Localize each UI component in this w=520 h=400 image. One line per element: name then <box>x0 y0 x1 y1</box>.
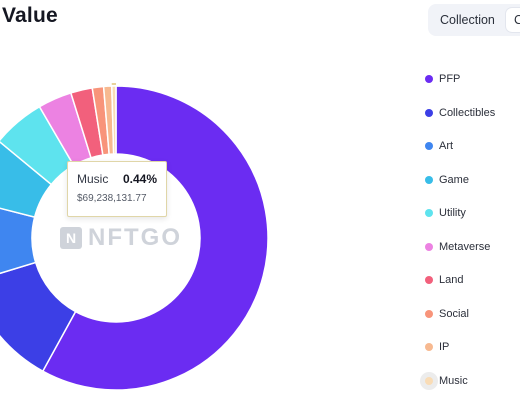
tooltip-percent: 0.44% <box>122 172 157 186</box>
nftgo-watermark: N NFTGO <box>60 224 182 252</box>
slice-art[interactable] <box>0 200 37 282</box>
legend-label: Collectibles <box>439 106 496 119</box>
legend-color-dot <box>425 343 433 351</box>
legend-label: Game <box>439 173 469 186</box>
legend-label: Utility <box>439 207 466 219</box>
legend-label: Social <box>439 307 469 320</box>
legend-label: Land <box>439 274 464 286</box>
slice-game[interactable] <box>0 141 53 219</box>
watermark-text: NFTGO <box>88 224 182 251</box>
legend-color-dot <box>425 142 433 150</box>
legend-label: Metaverse <box>439 240 491 253</box>
legend-label: PFP <box>439 73 461 85</box>
legend-color-dot <box>425 242 433 251</box>
tab-next[interactable]: C <box>506 8 520 32</box>
chart-tooltip: Music 0.44% $69,238,131.77 <box>67 161 167 217</box>
nftgo-logo-icon: N <box>60 227 82 249</box>
slice-pfp[interactable] <box>41 85 269 391</box>
slice-music[interactable] <box>111 85 117 155</box>
legend-label: IP <box>439 341 450 353</box>
legend-color-dot <box>425 309 433 318</box>
slice-collectibles[interactable] <box>0 261 77 373</box>
legend-color-dot <box>425 209 433 217</box>
legend-color-dot <box>425 376 433 385</box>
tooltip-category: Music <box>77 172 109 186</box>
tooltip-value: $69,238,131.77 <box>77 193 147 204</box>
legend-label: Art <box>439 140 454 152</box>
page-title: Value <box>2 4 58 27</box>
legend-color-dot <box>425 276 433 284</box>
legend-color-dot <box>425 75 433 83</box>
view-toggle: Collection C <box>428 4 520 36</box>
legend-color-dot <box>425 108 433 117</box>
legend-label: Music <box>439 374 468 387</box>
tab-collection[interactable]: Collection <box>432 8 503 32</box>
legend-color-dot <box>425 175 433 184</box>
